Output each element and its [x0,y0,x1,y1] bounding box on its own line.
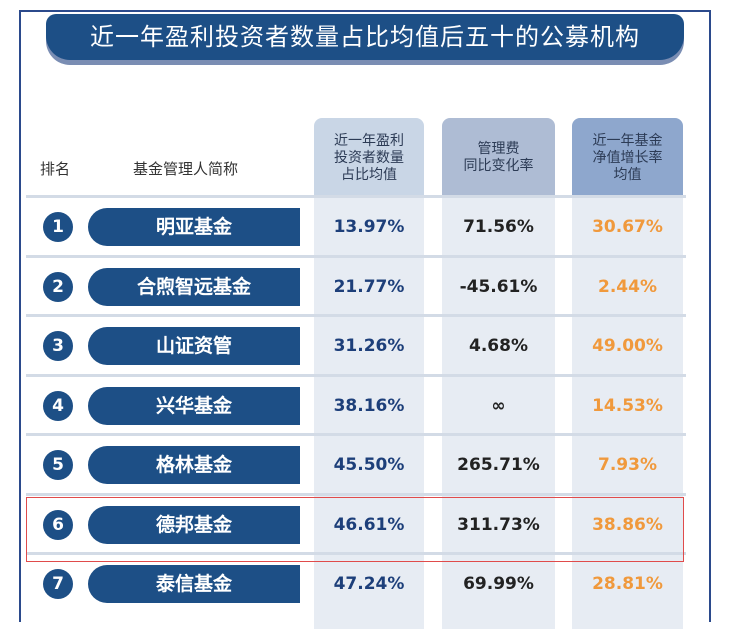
row-divider [26,255,686,258]
manager-column-header: 基金管理人简称 [133,160,239,178]
c3-value: 14.53% [592,396,663,416]
c1-value: 45.50% [333,455,405,475]
col2-background [442,198,555,629]
c1-value: 13.97% [333,217,405,237]
highlight-box [26,497,684,562]
rank-badge: 6 [43,510,73,540]
c1-value: 47.24% [333,574,405,594]
c2-value: 71.56% [463,217,534,237]
c3-value: 2.44% [598,277,657,297]
c1-value: 46.61% [333,515,405,535]
fund-manager-name: 合煦智远基金 [88,268,300,306]
rank-badge: 7 [43,569,73,599]
c1-value: 38.16% [333,396,405,416]
c2-value: 69.99% [463,574,534,594]
col1-header: 近一年盈利 投资者数量 占比均值 [314,118,424,198]
fund-manager-name: 兴华基金 [88,387,300,425]
col3-header-label: 近一年基金 净值增长率 均值 [592,132,663,183]
c2-value: 4.68% [469,336,528,356]
c2-value: 265.71% [457,455,540,475]
row-divider [26,433,686,436]
fund-manager-name: 明亚基金 [88,208,300,246]
c1-value: 21.77% [333,277,405,297]
rank-badge: 4 [43,391,73,421]
c3-value: 7.93% [598,455,657,475]
c3-value: 49.00% [592,336,663,356]
rank-badge: 1 [43,212,73,242]
c2-value: 311.73% [457,515,540,535]
row-divider [26,552,686,555]
col2-header-label: 管理费 同比变化率 [463,141,534,174]
col1-header-label: 近一年盈利 投资者数量 占比均值 [334,132,404,183]
c2-value: -45.61% [459,277,538,297]
row-divider [26,195,686,198]
row-divider [26,314,686,317]
rank-badge: 5 [43,450,73,480]
row-divider [26,493,686,496]
col2-header: 管理费 同比变化率 [442,118,555,198]
table-frame [19,10,711,622]
fund-manager-name: 山证资管 [88,327,300,365]
c3-value: 30.67% [592,217,663,237]
col1-background [314,198,424,629]
c3-value: 38.86% [592,515,663,535]
c2-value: ∞ [491,396,506,416]
col3-background [572,198,683,629]
c1-value: 31.26% [333,336,405,356]
c3-value: 28.81% [592,574,663,594]
fund-manager-name: 泰信基金 [88,565,300,603]
rank-badge: 3 [43,331,73,361]
row-divider [26,374,686,377]
rank-badge: 2 [43,272,73,302]
fund-manager-name: 格林基金 [88,446,300,484]
fund-manager-name: 德邦基金 [88,506,300,544]
col3-header: 近一年基金 净值增长率 均值 [572,118,683,198]
rank-column-header: 排名 [40,160,71,178]
page-title: 近一年盈利投资者数量占比均值后五十的公募机构 [46,14,684,60]
